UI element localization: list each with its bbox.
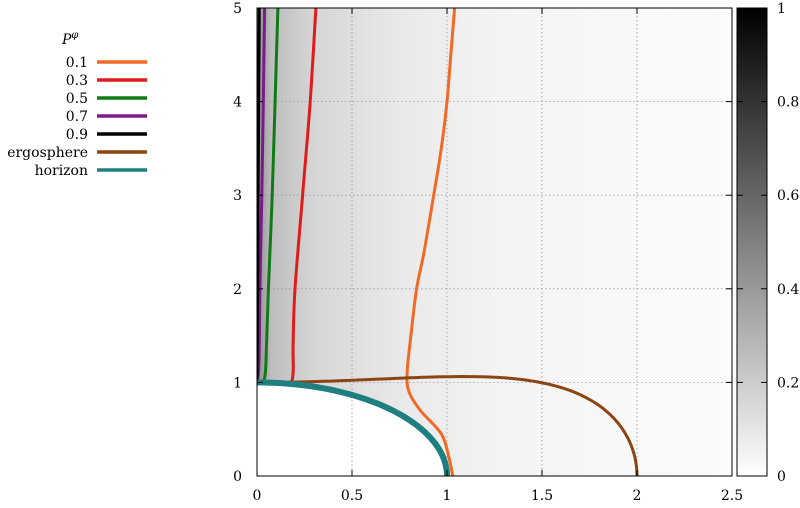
x-tick-label: 1.5: [531, 488, 553, 504]
legend-title-superscript: φ: [71, 30, 78, 41]
legend-label: 0.1: [66, 55, 88, 71]
colorbar-tick-label: 0.6: [777, 188, 799, 204]
legend-entry: ergosphere: [7, 145, 147, 161]
series-line-horizon: [257, 379, 450, 476]
y-tick-label: 2: [233, 282, 242, 298]
y-tick-label: 3: [233, 188, 242, 204]
colorbar-tick-label: 0.4: [777, 282, 799, 298]
legend-label: 0.7: [66, 109, 88, 125]
colorbar-gradient: [736, 7, 768, 477]
colorbar-tick-label: 0.2: [777, 375, 799, 391]
x-tick-label: 2.5: [721, 488, 743, 504]
legend-entry: 0.5: [66, 91, 147, 107]
x-tick-label: 1: [443, 488, 452, 504]
series-line-0-1: [405, 8, 457, 476]
legend: Pφ 0.1 0.3 0.5 0.7 0.9 ergosphere horizon: [7, 30, 147, 179]
plot-frame: [256, 7, 733, 477]
legend-title: Pφ: [61, 30, 78, 48]
colorbar-tick-label: 0.8: [777, 95, 799, 111]
y-tick-label: 4: [233, 95, 242, 111]
legend-entry: horizon: [35, 163, 147, 179]
legend-entry: 0.1: [66, 55, 147, 71]
legend-label: 0.5: [66, 91, 88, 107]
series-line-0-7: [257, 8, 267, 384]
colorbar-axis: 0 0.2 0.4 0.6 0.8 1: [737, 1, 799, 485]
colorbar-tick-label: 0: [777, 469, 786, 485]
legend-entry: 0.7: [66, 109, 147, 125]
legend-label: horizon: [35, 163, 88, 179]
x-tick-label: 0: [253, 488, 262, 504]
colorbar-tick-label: 1: [777, 1, 786, 17]
y-tick-label: 1: [233, 375, 242, 391]
x-tick-label: 0.5: [341, 488, 363, 504]
legend-entry: 0.9: [66, 127, 147, 143]
legend-label: 0.3: [66, 73, 88, 89]
grid: [257, 8, 732, 476]
legend-label: ergosphere: [7, 145, 88, 161]
x-axis: 0 0.5 1 1.5 2 2.5: [253, 8, 743, 504]
y-tick-label: 5: [233, 1, 242, 17]
y-tick-label: 0: [233, 469, 242, 485]
series-line-ergosphere: [257, 375, 639, 476]
series-line-0-5: [257, 8, 280, 384]
x-tick-label: 2: [633, 488, 642, 504]
legend-label: 0.9: [66, 127, 88, 143]
y-axis: 0 1 2 3 4 5: [233, 1, 732, 485]
legend-entry: 0.3: [66, 73, 147, 89]
